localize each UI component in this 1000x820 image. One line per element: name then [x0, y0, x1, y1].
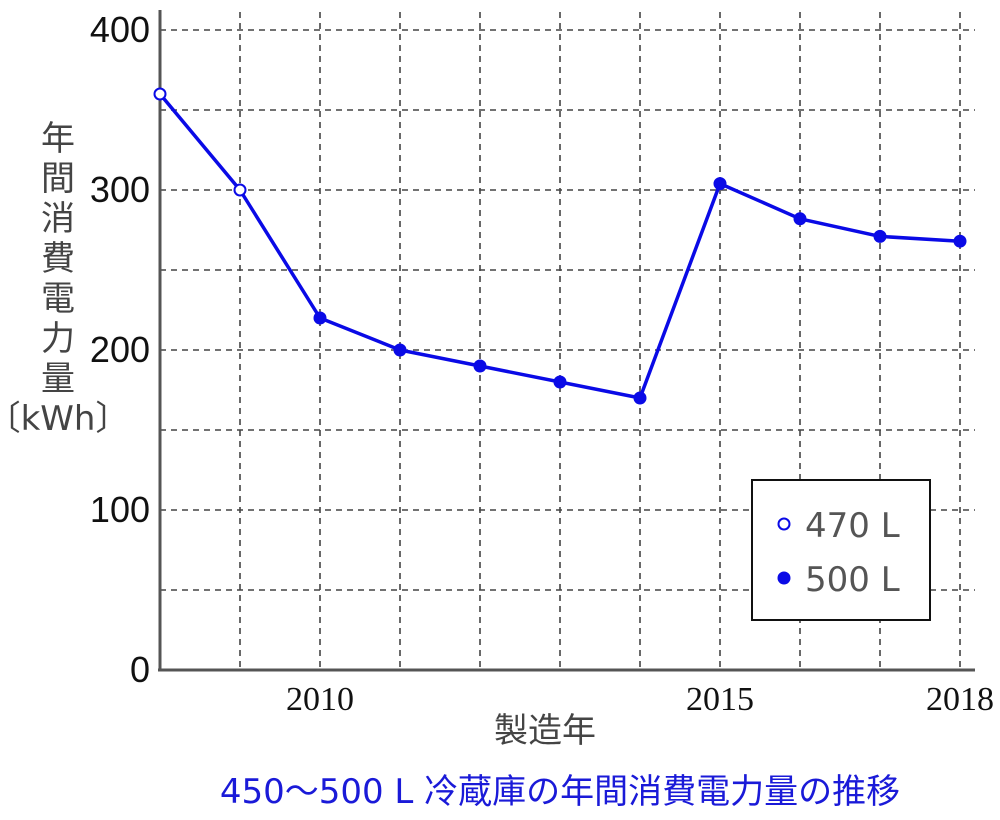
- y-axis-label-char: 費: [41, 239, 75, 279]
- y-axis-label-char: 力: [41, 319, 75, 359]
- y-tick-label: 200: [90, 329, 150, 370]
- y-tick-label: 0: [130, 649, 150, 690]
- grid: [160, 12, 975, 670]
- data-point-500: [553, 375, 567, 389]
- data-point-500: [473, 359, 487, 373]
- y-axis-label-char: 年: [41, 119, 75, 159]
- data-point-500: [633, 391, 647, 405]
- y-tick-label: 300: [90, 169, 150, 210]
- series: [153, 87, 967, 405]
- data-point-500: [713, 177, 727, 191]
- data-point-470: [153, 87, 167, 101]
- data-point-470: [233, 183, 247, 197]
- y-axis-label-char: 電: [41, 279, 75, 319]
- x-tick-label: 2010: [286, 681, 354, 718]
- y-axis-label-unit: 〔kWh〕: [0, 399, 129, 439]
- legend-marker-filled: [777, 571, 791, 585]
- legend-marker-open: [777, 517, 791, 531]
- data-point-500: [393, 343, 407, 357]
- axes: [158, 10, 975, 672]
- y-tick-label: 100: [90, 489, 150, 530]
- x-tick-label: 2018: [926, 681, 994, 718]
- y-axis-label-char: 消: [41, 199, 75, 239]
- legend-box: [751, 479, 931, 621]
- y-axis-label-char: 量: [41, 359, 75, 399]
- data-point-500: [793, 212, 807, 226]
- data-point-500: [313, 311, 327, 325]
- legend-label-500: 500 L: [805, 560, 900, 600]
- y-axis-label-char: 間: [41, 159, 75, 199]
- data-point-500: [873, 229, 887, 243]
- y-axis-label: 年間消費電力量〔kWh〕: [0, 119, 129, 439]
- y-tick-label: 400: [90, 9, 150, 50]
- x-tick-label: 2015: [686, 681, 754, 718]
- x-axis-label: 製造年: [494, 711, 596, 751]
- legend-label-470: 470 L: [805, 506, 900, 546]
- y-tick-labels: 0 100 200 300 400: [90, 9, 150, 690]
- x-tick-labels: 2010 2015 2018: [286, 681, 994, 718]
- chart-title: 450〜500 L 冷蔵庫の年間消費電力量の推移: [220, 772, 900, 812]
- data-point-500: [953, 234, 967, 248]
- legend: 470 L 500 L: [751, 479, 931, 621]
